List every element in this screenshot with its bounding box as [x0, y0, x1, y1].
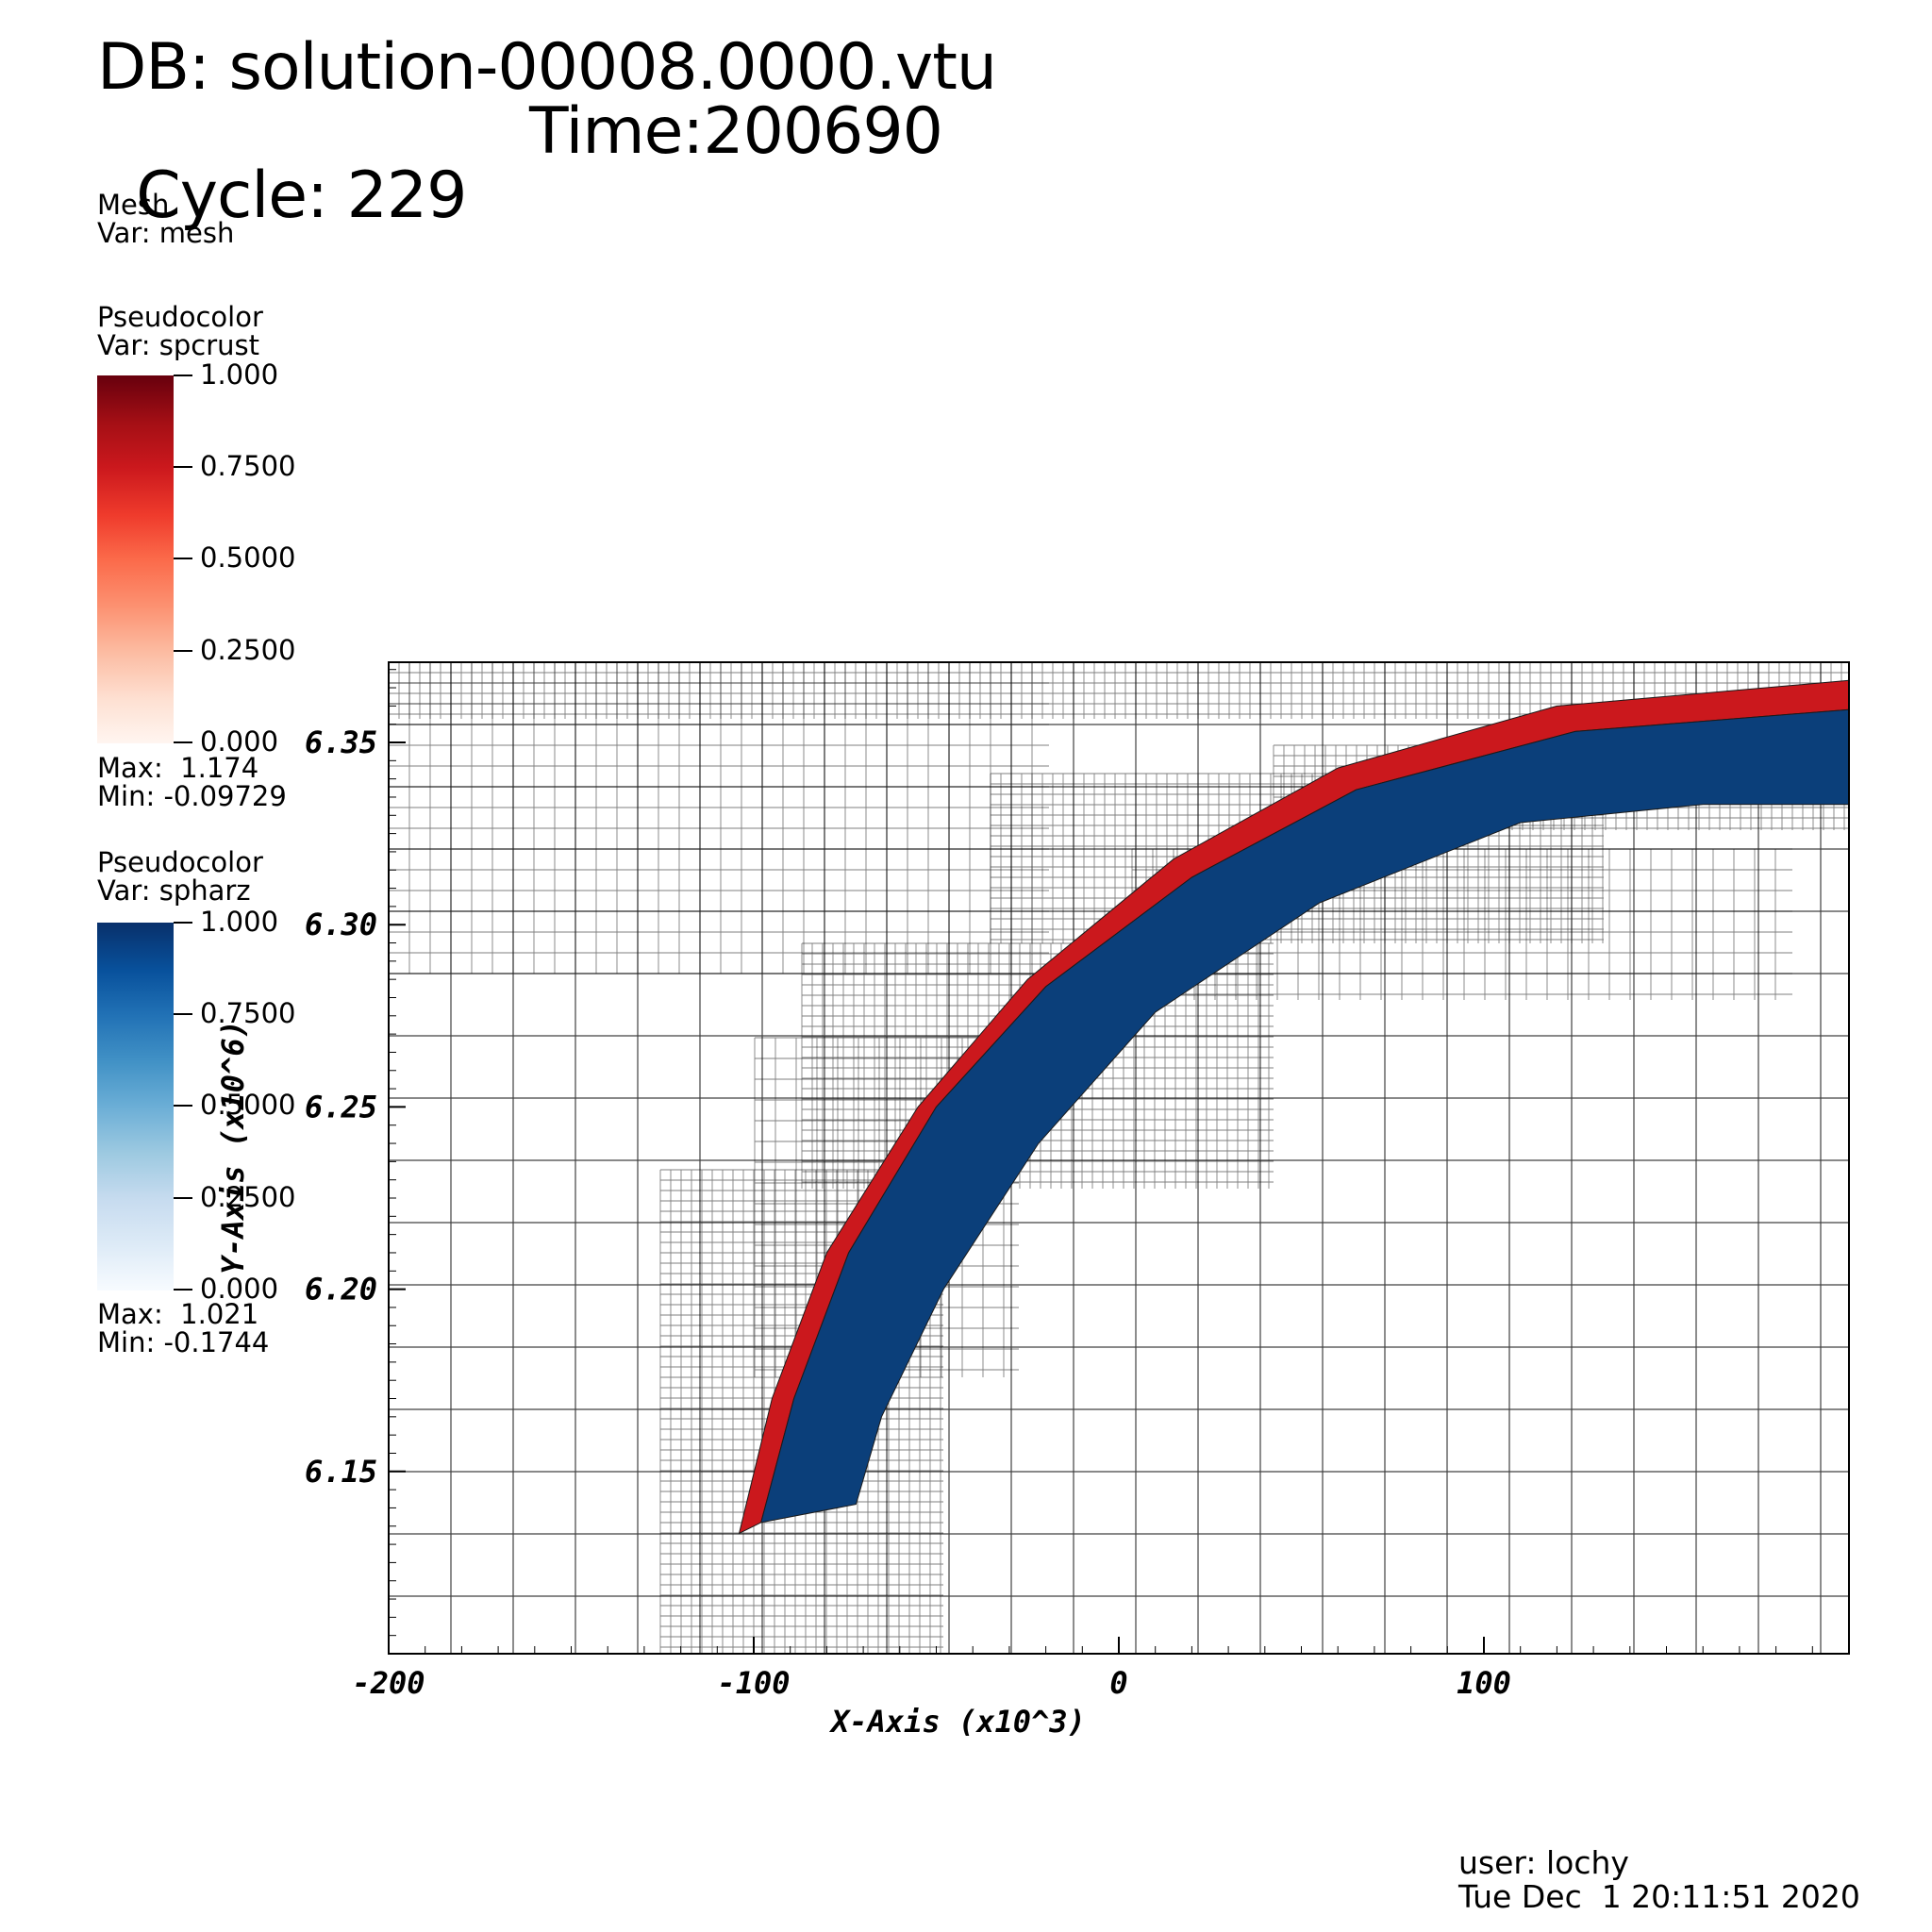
harz-tick-label: 0.000	[200, 1273, 279, 1305]
y-tick-label: 6.30	[305, 907, 377, 942]
y-tick-label: 6.35	[305, 724, 377, 760]
x-tick-label: -200	[352, 1665, 425, 1701]
mesh-lines	[389, 662, 1049, 974]
crust-tick-mark	[174, 558, 192, 559]
crust-tick-mark	[174, 650, 192, 652]
field-spharz	[760, 708, 1849, 1524]
crust-legend-title: Pseudocolor	[97, 301, 263, 333]
database-title: DB: solution-00008.0000.vtu	[97, 30, 997, 105]
y-tick-label: 6.20	[305, 1272, 377, 1307]
crust-tick-mark	[174, 375, 192, 376]
harz-tick-mark	[174, 1105, 192, 1107]
harz-tick-label: 0.2500	[200, 1181, 296, 1213]
crust-tick-label: 0.2500	[200, 634, 296, 666]
crust-colorbar	[97, 375, 174, 743]
x-tick-label: 100	[1457, 1665, 1511, 1701]
crust-tick-label: 0.7500	[200, 450, 296, 482]
harz-legend-max: Max: 1.021	[97, 1298, 259, 1330]
harz-tick-label: 0.7500	[200, 997, 296, 1029]
harz-tick-mark	[174, 1013, 192, 1015]
crust-legend-max: Max: 1.174	[97, 752, 259, 784]
x-axis-label: X-Axis (x10^3)	[828, 1704, 1086, 1740]
mesh-legend-title: Mesh	[97, 189, 170, 221]
harz-tick-label: 0.5000	[200, 1089, 296, 1121]
cycle-time-line: Cycle: 229 Time:200690	[97, 100, 943, 292]
cycle-label: Cycle: 229	[136, 158, 467, 233]
field-layer	[738, 679, 1849, 1535]
crust-tick-label: 0.5000	[200, 541, 296, 574]
harz-legend-title: Pseudocolor	[97, 846, 263, 878]
mesh-legend-var: Var: mesh	[97, 217, 235, 249]
harz-colorbar	[97, 923, 174, 1291]
crust-tick-mark	[174, 741, 192, 743]
x-tick-label: 0	[1109, 1665, 1127, 1701]
footer-user: user: lochy	[1458, 1844, 1629, 1881]
harz-tick-label: 1.000	[200, 906, 279, 938]
crust-legend-var: Var: spcrust	[97, 329, 260, 361]
crust-legend-min: Min: -0.09729	[97, 780, 287, 812]
y-tick-label: 6.25	[305, 1089, 377, 1124]
harz-tick-mark	[174, 922, 192, 924]
harz-legend-var: Var: spharz	[97, 874, 251, 907]
crust-tick-mark	[174, 466, 192, 468]
axes: -200 -100 0 100 6.15 6.20 6.25 6.30 6.35	[305, 669, 1850, 1701]
harz-legend-min: Min: -0.1744	[97, 1326, 270, 1358]
footer-date: Tue Dec 1 20:11:51 2020	[1458, 1878, 1860, 1915]
harz-tick-mark	[174, 1289, 192, 1291]
time-label: Time:200690	[529, 94, 943, 169]
crust-tick-label: 1.000	[200, 358, 279, 391]
x-tick-label: -100	[717, 1665, 790, 1701]
harz-tick-mark	[174, 1197, 192, 1199]
y-axis-label: Y-Axis (x10^6)	[215, 1020, 251, 1274]
crust-tick-label: 0.000	[200, 725, 279, 758]
y-tick-label: 6.15	[305, 1454, 377, 1490]
